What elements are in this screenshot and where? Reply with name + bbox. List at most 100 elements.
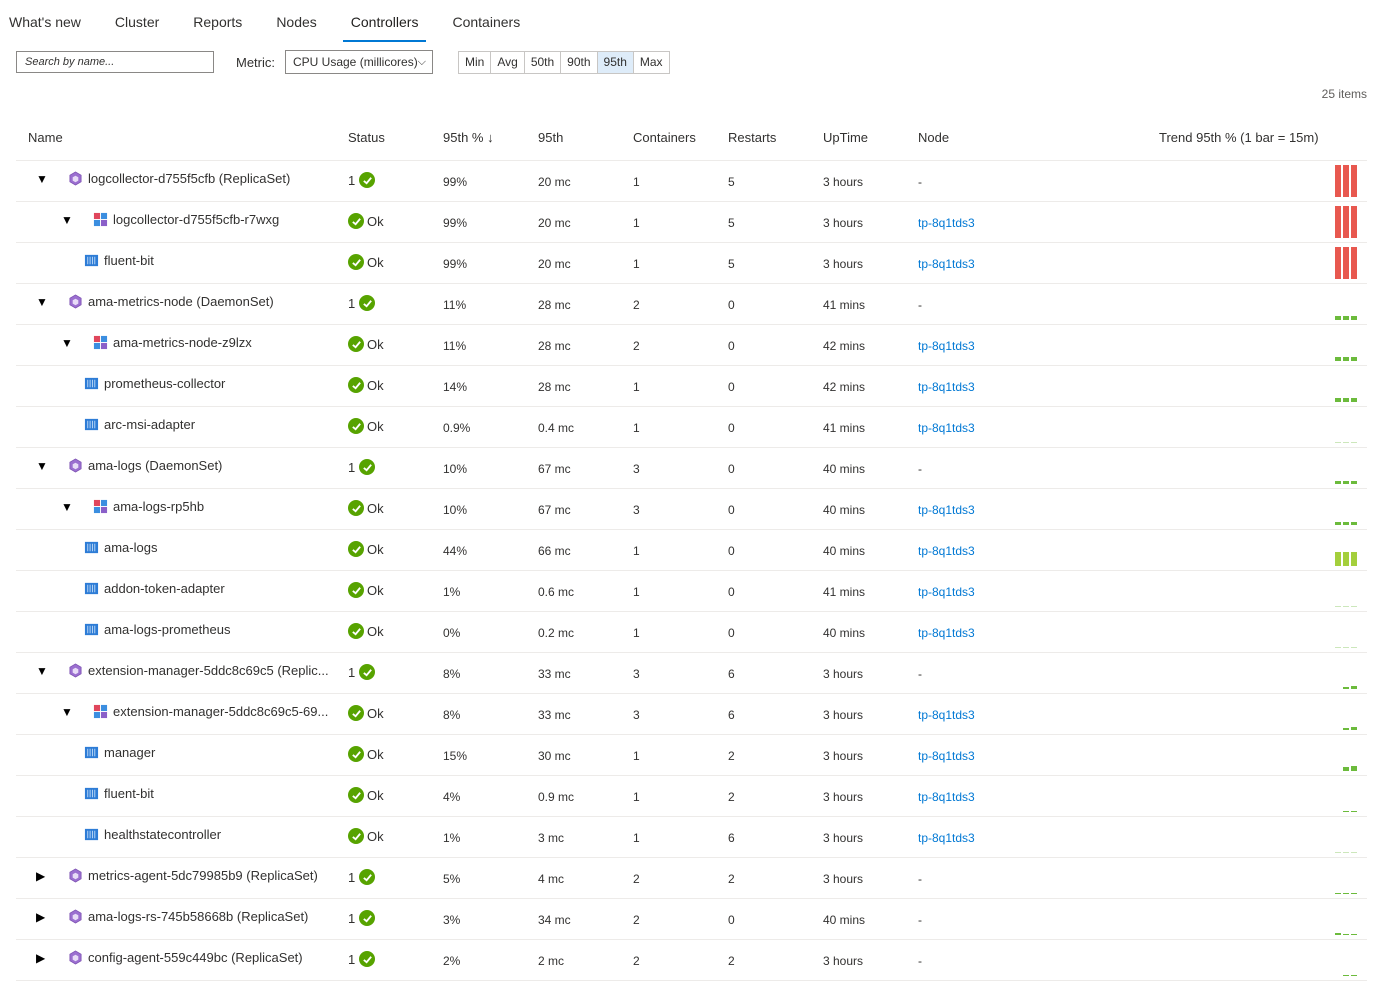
trend-bar <box>1335 933 1341 935</box>
node-link[interactable]: tp-8q1tds3 <box>918 503 975 517</box>
caret-down-icon[interactable]: ▼ <box>36 458 48 473</box>
table-row[interactable]: manager Ok 15% 30 mc 1 2 3 hours tp-8q1tds3 <box>16 735 1367 776</box>
caret-down-icon[interactable]: ▼ <box>61 499 73 514</box>
table-row[interactable]: ▼ ama-metrics-node (DaemonSet) 1 11% 28 mc 2 0… <box>16 284 1367 325</box>
table-row[interactable]: ▶ config-agent-559c449bc (ReplicaSet) 1 2% 2… <box>16 940 1367 981</box>
table-row[interactable]: fluent-bit Ok 4% 0.9 mc 1 2 3 hours tp-8q1tds3 <box>16 776 1367 817</box>
agg-button-max[interactable]: Max <box>633 52 669 73</box>
node-link[interactable]: tp-8q1tds3 <box>918 831 975 845</box>
table-row[interactable]: arc-msi-adapter Ok 0.9% 0.4 mc 1 0 41 mins tp-8… <box>16 407 1367 448</box>
tab-what-s-new[interactable]: What's new <box>9 14 81 30</box>
table-row[interactable]: prometheus-collector Ok 14% 28 mc 1 0 42 mins t… <box>16 366 1367 407</box>
trend-sparkline <box>1335 316 1357 320</box>
agg-button-90th[interactable]: 90th <box>561 52 598 73</box>
metric-dropdown[interactable]: CPU Usage (millicores) ⌵ <box>285 50 433 74</box>
tab-cluster[interactable]: Cluster <box>114 14 160 30</box>
agg-button-min[interactable]: Min <box>459 52 492 73</box>
table-row[interactable]: ▼ logcollector-d755f5cfb-r7wxg Ok 99% 20 mc 1… <box>16 202 1367 243</box>
restarts-cell: 6 <box>728 831 735 845</box>
col-header-restarts[interactable]: Restarts <box>728 130 777 145</box>
table-row[interactable]: healthstatecontroller Ok 1% 3 mc 1 6 3 hours tp… <box>16 817 1367 858</box>
caret-right-icon[interactable]: ▶ <box>36 868 46 883</box>
trend-bar <box>1335 852 1341 853</box>
pct-cell: 8% <box>443 667 461 681</box>
val-cell: 67 mc <box>538 503 571 517</box>
node-link[interactable]: tp-8q1tds3 <box>918 626 975 640</box>
trend-sparkline <box>1335 552 1357 566</box>
col-header-containers[interactable]: Containers <box>633 130 696 145</box>
table-row[interactable]: ▼ ama-logs-rp5hb Ok 10% 67 mc 3 0 40 mins tp-8q1… <box>16 489 1367 530</box>
table-row[interactable]: ama-logs-prometheus Ok 0% 0.2 mc 1 0 40 mins tp… <box>16 612 1367 653</box>
col-header-95th[interactable]: 95th <box>538 130 564 145</box>
node-link[interactable]: tp-8q1tds3 <box>918 544 975 558</box>
trend-bar <box>1335 647 1341 648</box>
table-row[interactable]: addon-token-adapter Ok 1% 0.6 mc 1 0 41 mins tp… <box>16 571 1367 612</box>
node-link[interactable]: tp-8q1tds3 <box>918 380 975 394</box>
caret-down-icon[interactable]: ▼ <box>36 294 48 309</box>
node-link[interactable]: tp-8q1tds3 <box>918 708 975 722</box>
table-row[interactable]: ▶ ama-logs-rs-745b58668b (ReplicaSet) 1 3% 3… <box>16 899 1367 940</box>
table-row[interactable]: ama-logs Ok 44% 66 mc 1 0 40 mins tp-8q1tds3 <box>16 530 1367 571</box>
col-header-node[interactable]: Node <box>918 130 950 145</box>
trend-bar <box>1343 552 1349 566</box>
pct-cell: 8% <box>443 708 461 722</box>
containers-cell: 1 <box>633 175 640 189</box>
table-row[interactable]: ▶ metrics-agent-5dc79985b9 (ReplicaSet) 1 5… <box>16 858 1367 899</box>
col-header-name[interactable]: Name <box>28 130 63 145</box>
table-row[interactable]: ▼ extension-manager-5ddc8c69c5-69... Ok 8% 3… <box>16 694 1367 735</box>
caret-right-icon[interactable]: ▶ <box>36 909 46 924</box>
caret-down-icon[interactable]: ▼ <box>36 171 48 186</box>
trend-bar <box>1343 975 1349 976</box>
trend-bar <box>1351 606 1357 607</box>
agg-button-50th[interactable]: 50th <box>524 52 562 73</box>
trend-bar <box>1335 165 1341 197</box>
trend-bar <box>1351 852 1357 853</box>
tab-reports[interactable]: Reports <box>193 14 243 30</box>
node-link[interactable]: tp-8q1tds3 <box>918 585 975 599</box>
status-cell: Ok <box>348 541 384 557</box>
table-row[interactable]: ▼ logcollector-d755f5cfb (ReplicaSet) 1 99%… <box>16 161 1367 202</box>
caret-down-icon[interactable]: ▼ <box>36 663 48 678</box>
pct-cell: 2% <box>443 954 461 968</box>
node-link[interactable]: tp-8q1tds3 <box>918 749 975 763</box>
trend-bar <box>1343 767 1349 771</box>
trend-bar <box>1351 727 1357 730</box>
tab-containers[interactable]: Containers <box>452 14 521 30</box>
node-link[interactable]: tp-8q1tds3 <box>918 339 975 353</box>
node-link[interactable]: tp-8q1tds3 <box>918 257 975 271</box>
caret-right-icon[interactable]: ▶ <box>36 950 46 965</box>
uptime-cell: 41 mins <box>823 585 866 599</box>
tab-nodes[interactable]: Nodes <box>276 14 317 30</box>
container-icon <box>84 827 99 842</box>
agg-button-avg[interactable]: Avg <box>491 52 525 73</box>
uptime-cell: 41 mins <box>823 421 866 435</box>
table-row[interactable]: fluent-bit Ok 99% 20 mc 1 5 3 hours tp-8q1tds3 <box>16 243 1367 284</box>
table-row[interactable]: ▼ ama-metrics-node-z9lzx Ok 11% 28 mc 2 0 42 mi… <box>16 325 1367 366</box>
node-cell: - <box>918 667 922 681</box>
search-input[interactable] <box>16 51 214 73</box>
name-cell: ama-logs <box>84 540 157 555</box>
uptime-cell: 40 mins <box>823 913 866 927</box>
trend-bar <box>1335 442 1341 443</box>
agg-button-95th[interactable]: 95th <box>597 52 634 73</box>
val-cell: 28 mc <box>538 380 571 394</box>
caret-down-icon[interactable]: ▼ <box>61 704 73 719</box>
container-icon <box>84 622 99 637</box>
col-header-95th-pct[interactable]: 95th % ↓ <box>443 130 494 145</box>
restarts-cell: 5 <box>728 175 735 189</box>
col-header-status[interactable]: Status <box>348 130 385 145</box>
table-row[interactable]: ▼ ama-logs (DaemonSet) 1 10% 67 mc 3 0 40 mins - <box>16 448 1367 489</box>
node-link[interactable]: tp-8q1tds3 <box>918 790 975 804</box>
col-header-trend[interactable]: Trend 95th % (1 bar = 15m) <box>1159 130 1319 145</box>
caret-down-icon[interactable]: ▼ <box>61 212 73 227</box>
caret-down-icon[interactable]: ▼ <box>61 335 73 350</box>
restarts-cell: 0 <box>728 462 735 476</box>
node-link[interactable]: tp-8q1tds3 <box>918 421 975 435</box>
grid-body: ▼ logcollector-d755f5cfb (ReplicaSet) 1 99%… <box>16 161 1367 981</box>
table-row[interactable]: ▼ extension-manager-5ddc8c69c5 (Replic...… <box>16 653 1367 694</box>
node-link[interactable]: tp-8q1tds3 <box>918 216 975 230</box>
tab-controllers[interactable]: Controllers <box>342 0 427 44</box>
col-header-uptime[interactable]: UpTime <box>823 130 869 145</box>
uptime-cell: 40 mins <box>823 544 866 558</box>
toolbar: Metric: CPU Usage (millicores) ⌵ MinAvg5… <box>16 50 1381 76</box>
